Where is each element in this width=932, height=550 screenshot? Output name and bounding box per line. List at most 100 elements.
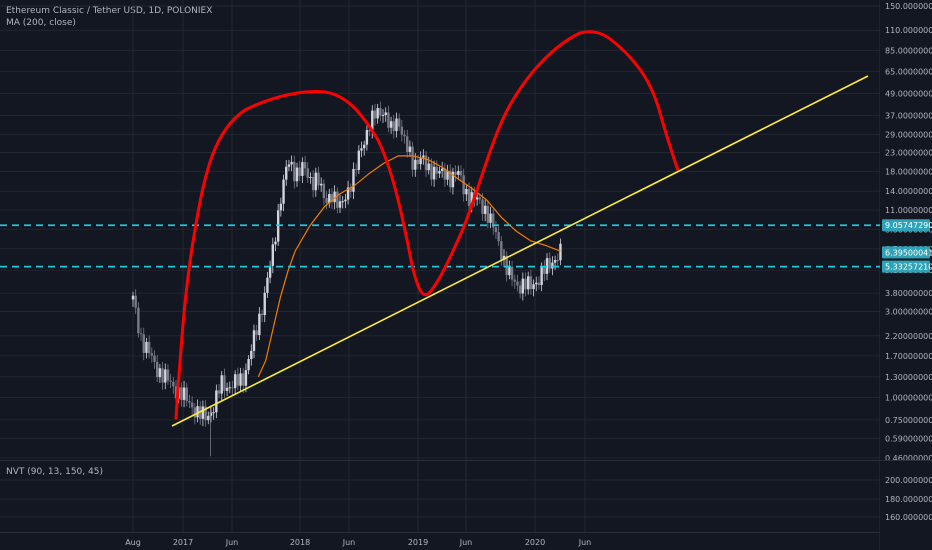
candle-body <box>438 170 441 174</box>
candle-body <box>411 146 414 170</box>
candle-body <box>540 266 543 286</box>
candle-body <box>287 164 291 167</box>
price-tag: 5.33257210 <box>882 260 932 273</box>
candle-body <box>325 198 328 204</box>
price-tick-label: 0.46000000 <box>885 454 932 463</box>
candle-body <box>483 205 487 214</box>
candle-body <box>190 402 194 408</box>
candle-body <box>371 110 374 132</box>
price-tags: 9.05747290 6.39500041 5.33257210 <box>882 219 932 273</box>
candle-body <box>465 189 468 195</box>
candle-body <box>521 278 525 294</box>
candle-body <box>435 166 438 174</box>
price-tick-label: 3.80000000 <box>885 289 932 298</box>
candle-body <box>551 262 554 269</box>
candle-body <box>231 387 234 389</box>
candle-body <box>193 407 197 418</box>
candle-body <box>266 277 269 293</box>
time-tick-label: Jun <box>459 538 473 547</box>
candle-body <box>306 168 309 178</box>
candle-body <box>440 168 444 171</box>
candle-body <box>166 369 170 381</box>
time-tick-label: Aug <box>125 538 141 547</box>
candle-body <box>309 176 312 178</box>
price-tag-box <box>882 246 930 259</box>
candle-body <box>524 278 527 290</box>
candles <box>131 101 562 457</box>
candle-body <box>301 162 304 176</box>
candle-body <box>188 401 191 403</box>
candle-body <box>352 168 355 192</box>
candle-body <box>328 194 331 204</box>
candle-body <box>215 390 218 413</box>
candle-body <box>274 241 277 245</box>
price-tick-label: 2.20000000 <box>885 332 932 341</box>
candle-body <box>169 380 172 382</box>
candle-body <box>467 189 471 206</box>
price-tick-label: 110.00000000 <box>885 26 932 35</box>
price-tag-label: 5.33257210 <box>885 263 932 272</box>
candle-body <box>247 358 250 371</box>
candle-body <box>357 150 361 170</box>
candle-body <box>244 370 248 386</box>
candle-body <box>341 201 344 203</box>
symbol-legend: Ethereum Classic / Tether USD, 1D, POLON… <box>6 6 213 16</box>
candle-body <box>255 330 258 336</box>
candle-body <box>559 243 562 261</box>
candle-body <box>164 369 167 383</box>
candle-body <box>220 375 223 394</box>
time-tick-label: Jun <box>225 538 239 547</box>
candle-body <box>263 292 266 316</box>
candle-body <box>134 295 137 308</box>
price-tick-label: 37.00000000 <box>885 111 932 120</box>
candle-body <box>268 265 272 278</box>
candle-body <box>209 412 213 416</box>
price-tick-label: 18.00000000 <box>885 168 932 177</box>
candle-body <box>233 374 237 389</box>
price-tick-label: 29.00000000 <box>885 130 932 139</box>
time-tick-label: Jun <box>342 538 356 547</box>
time-tick-label: 2017 <box>173 538 193 547</box>
candle-body <box>172 381 175 387</box>
candle-body <box>457 170 460 175</box>
candle-body <box>505 255 508 276</box>
candle-body <box>500 241 503 260</box>
candle-body <box>497 232 500 242</box>
nvt-tick-label: 160.00000000 <box>885 513 932 522</box>
candle-body <box>147 341 151 354</box>
candle-body <box>470 192 473 206</box>
candle-body <box>462 175 465 195</box>
candle-body <box>363 144 366 149</box>
candle-body <box>131 295 135 300</box>
nvt-legend: NVT (90, 13, 150, 45) <box>6 467 103 477</box>
candle-body <box>223 375 226 391</box>
price-tag-box <box>882 260 930 273</box>
candle-body <box>508 266 511 276</box>
candle-body <box>529 276 533 290</box>
candle-body <box>242 373 245 386</box>
candle-body <box>373 110 377 119</box>
candle-body <box>314 172 318 191</box>
candle-body <box>360 148 363 151</box>
price-axis[interactable] <box>880 0 932 550</box>
price-tag: 6.39500041 <box>882 246 932 259</box>
price-tick-label: 0.75000000 <box>885 416 932 425</box>
candle-body <box>368 130 371 132</box>
candle-body <box>489 213 492 223</box>
candle-body <box>282 179 285 204</box>
candle-body <box>535 282 538 285</box>
candle-body <box>518 285 522 294</box>
candle-body <box>322 183 326 199</box>
candle-body <box>416 159 420 165</box>
candle-body <box>475 197 479 200</box>
price-tag: 9.05747290 <box>882 219 932 232</box>
candle-body <box>311 176 315 191</box>
candle-body <box>250 350 253 359</box>
candle-body <box>201 406 205 419</box>
candle-body <box>392 121 395 132</box>
candle-body <box>492 213 495 228</box>
candle-body <box>258 313 261 336</box>
candle-body <box>344 199 347 202</box>
candle-body <box>161 368 164 383</box>
